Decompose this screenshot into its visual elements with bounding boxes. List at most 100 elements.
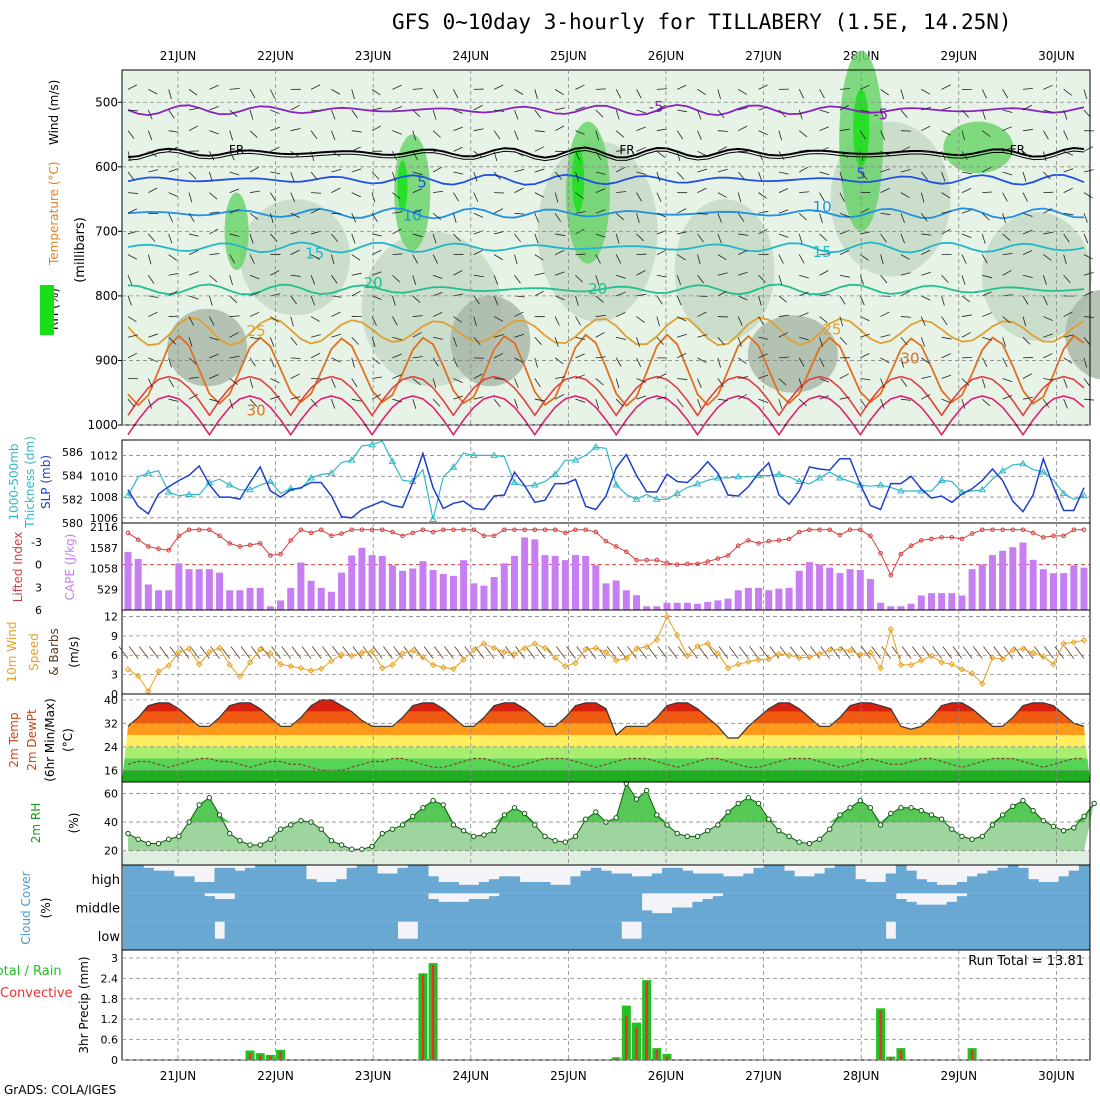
lifted-point: [512, 527, 517, 533]
rh-point: [389, 826, 396, 832]
cloud-cell-high: [611, 873, 622, 894]
cape-bar: [744, 587, 752, 610]
wind-barb: [514, 89, 524, 95]
wind-barb: [331, 187, 341, 193]
wind-barb: [880, 130, 886, 140]
wind-barb: [1043, 208, 1053, 214]
wind-barb: [209, 374, 219, 379]
wind-barb: [412, 315, 423, 317]
lifted-point: [664, 560, 670, 566]
thickness-point: [185, 490, 193, 498]
cloud-cell-low: [1017, 921, 1029, 950]
wind-barb: [839, 212, 850, 218]
wind-barb: [453, 378, 463, 383]
wind-barb-10m: [688, 646, 698, 659]
chart-title: GFS 0~10day 3-hourly for TILLABERY (1.5E…: [392, 10, 1012, 34]
wind-barb: [371, 295, 382, 300]
wind-barb: [1022, 171, 1027, 182]
lifted-point: [624, 549, 629, 555]
ua-ytick: 800: [95, 289, 118, 303]
cape-bar: [785, 587, 793, 610]
rh-point: [379, 830, 385, 837]
wind-barb: [209, 151, 215, 161]
precip-conv-bar: [889, 1057, 892, 1060]
wind-barb: [737, 337, 742, 347]
cloud-cell-middle: [163, 893, 175, 922]
wind-barb: [880, 399, 885, 409]
wind-barb: [595, 315, 606, 317]
cape-bar: [836, 573, 844, 610]
date-label-bottom: 25JUN: [550, 1069, 587, 1083]
rh-point: [420, 805, 426, 811]
wind-barb: [575, 130, 585, 135]
lifted-point: [918, 538, 924, 543]
wind-barb: [900, 89, 905, 100]
thickness-point: [571, 456, 580, 463]
wind-barb: [351, 89, 355, 100]
wind-barb: [127, 334, 138, 338]
wind-barb: [921, 125, 931, 132]
wind-barb: [615, 130, 625, 138]
cloud-cell-middle: [926, 904, 938, 922]
rh-shading: [240, 199, 351, 316]
wind-speed-point: [887, 626, 894, 633]
ua-wind-label: Wind (m/s): [47, 80, 61, 145]
temperature-label: 30: [900, 350, 919, 368]
cloud-cell-high: [1007, 865, 1019, 894]
wind-speed-point: [796, 654, 803, 662]
wind-barb: [921, 357, 930, 364]
cloud-cell-low: [783, 921, 795, 950]
rh-band-low: [122, 850, 1090, 865]
wind-barb: [494, 109, 505, 112]
thickness-point: [246, 485, 254, 493]
wind-barb: [615, 109, 620, 120]
rh-point: [918, 807, 924, 814]
wind-barb: [778, 233, 789, 238]
wind-speed-line: [127, 615, 1085, 693]
temp-band: [122, 770, 1090, 782]
rh-point: [847, 805, 853, 811]
temperature-label: 15: [305, 244, 324, 262]
lifted-point: [552, 527, 558, 533]
rh-point: [318, 826, 324, 832]
wind-barb: [412, 171, 423, 176]
rh-point: [1030, 807, 1036, 814]
wind-barb: [575, 353, 585, 359]
wind-barb: [290, 295, 297, 305]
wind-barb: [514, 150, 524, 157]
slp-ytick: 1010: [90, 470, 118, 483]
cloud-cell-high: [539, 882, 551, 894]
wind-speed-point: [348, 652, 355, 660]
cloud-cell-high: [570, 876, 582, 894]
wind-speed-point: [318, 665, 325, 673]
wind-barb-10m: [555, 646, 566, 659]
wind-barb: [147, 109, 153, 120]
wind-barb: [677, 84, 687, 90]
wind-speed-point: [765, 655, 772, 663]
wind-barb: [534, 213, 540, 223]
precip-conv-bar: [614, 1058, 618, 1060]
cape-bar: [561, 560, 569, 610]
lifted-point: [1010, 527, 1016, 533]
cloud-cell-low: [478, 921, 490, 950]
cloud-cell-high: [834, 865, 846, 894]
cloud-cell-middle: [651, 913, 663, 922]
wind-barb: [494, 378, 505, 380]
cloud-cell-low: [722, 921, 734, 950]
wind-barb: [249, 292, 260, 297]
wind-barb: [982, 213, 990, 221]
wind-speed-point: [663, 613, 671, 620]
wind-barb: [270, 192, 277, 202]
cloud-cell-low: [407, 938, 419, 950]
rh-area-high: [128, 783, 1095, 823]
wind-barb: [941, 84, 951, 90]
cloud-cell-middle: [794, 893, 805, 922]
wind-barb: [311, 192, 322, 194]
wind-barb: [819, 89, 825, 99]
cloud-cell-high: [163, 870, 175, 894]
slp-ytick: 1006: [90, 512, 118, 525]
wind-barb: [249, 274, 260, 280]
lifted-point: [1071, 527, 1077, 533]
wind-barb: [412, 233, 423, 238]
wind-barb: [331, 150, 341, 157]
